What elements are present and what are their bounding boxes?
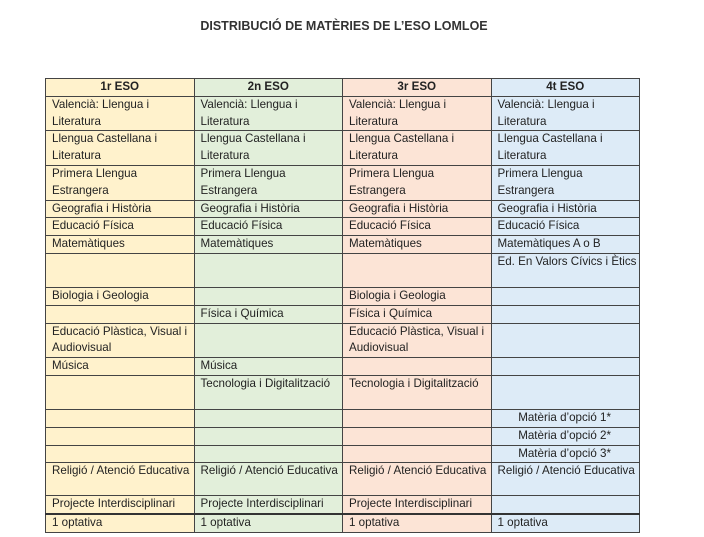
table-cell bbox=[45, 444, 195, 464]
table-cell bbox=[45, 408, 195, 428]
table-row: Matèria d’opció 1* bbox=[45, 408, 640, 428]
table-cell bbox=[342, 444, 492, 464]
table-cell: Educació Física bbox=[193, 217, 343, 237]
table-cell: 1 optativa bbox=[45, 513, 195, 533]
table-row: Primera Llengua Estrangera Primera Llengu… bbox=[45, 164, 640, 201]
table-row: Llengua Castellana i Literatura Llengua C… bbox=[45, 130, 640, 166]
table-cell: Educació Física bbox=[342, 217, 492, 237]
header-2n-eso: 2n ESO bbox=[193, 78, 343, 97]
table-row: Matemàtiques Matemàtiques Matemàtiques Mate… bbox=[45, 235, 640, 254]
table-cell: Física i Química bbox=[342, 304, 492, 324]
table-cell: 1 optativa bbox=[342, 513, 492, 533]
table-cell: Llengua Castellana i Literatura bbox=[193, 130, 343, 166]
table-row: Educació Plàstica, Visual i Audiovisual E… bbox=[45, 322, 640, 359]
table-row: Matèria d’opció 2* bbox=[45, 426, 640, 446]
table-cell: 1 optativa bbox=[193, 513, 343, 533]
table-cell: Biologia i Geologia bbox=[342, 286, 492, 306]
table-cell bbox=[490, 286, 640, 306]
table-cell bbox=[490, 322, 640, 359]
table-cell: Projecte Interdisciplinari bbox=[342, 495, 492, 515]
header-3r-eso: 3r ESO bbox=[342, 78, 492, 97]
table-cell: Religió / Atenció Educativa bbox=[45, 462, 195, 497]
table-row: Religió / Atenció Educativa Religió / Ate… bbox=[45, 462, 640, 497]
table-cell: Matemàtiques bbox=[342, 235, 492, 254]
subjects-table: 1r ESO 2n ESO 3r ESO 4t ESO Valencià: Ll… bbox=[45, 78, 640, 533]
table-cell: Llengua Castellana i Literatura bbox=[342, 130, 492, 166]
table-cell: Valencià: Llengua i Literatura bbox=[490, 95, 640, 132]
table-cell bbox=[490, 374, 640, 410]
table-cell: Religió / Atenció Educativa bbox=[490, 462, 640, 497]
table-cell: Matemàtiques bbox=[193, 235, 343, 254]
table-cell: Primera Llengua Estrangera bbox=[490, 164, 640, 201]
table-cell: Ed. En Valors Cívics i Ètics bbox=[490, 252, 640, 288]
table-cell: Projecte Interdisciplinari bbox=[45, 495, 195, 515]
table-cell: Biologia i Geologia bbox=[45, 286, 195, 306]
table-row: Matèria d’opció 3* bbox=[45, 444, 640, 464]
table-row: Geografia i Història Geografia i Història… bbox=[45, 199, 640, 219]
table-cell bbox=[342, 252, 492, 288]
table-row: Ed. En Valors Cívics i Ètics bbox=[45, 252, 640, 288]
table-cell bbox=[193, 426, 343, 446]
table-cell: Primera Llengua Estrangera bbox=[193, 164, 343, 201]
table-cell bbox=[342, 408, 492, 428]
table-cell bbox=[193, 408, 343, 428]
table-cell: Física i Química bbox=[193, 304, 343, 324]
table-cell: Geografia i Història bbox=[490, 199, 640, 219]
table-cell: Valencià: Llengua i Literatura bbox=[342, 95, 492, 132]
header-1r-eso: 1r ESO bbox=[45, 78, 195, 97]
table-cell: Religió / Atenció Educativa bbox=[342, 462, 492, 497]
table-row: Valencià: Llengua i Literatura Valencià: … bbox=[45, 95, 640, 132]
table-cell: 1 optativa bbox=[490, 513, 640, 533]
table-row: Música Música bbox=[45, 357, 640, 376]
table-cell: Religió / Atenció Educativa bbox=[193, 462, 343, 497]
table-cell bbox=[45, 374, 195, 410]
table-cell bbox=[342, 426, 492, 446]
table-cell: Educació Física bbox=[45, 217, 195, 237]
table-row: Projecte Interdisciplinari Projecte Inter… bbox=[45, 495, 640, 515]
table-cell: Matèria d’opció 3* bbox=[490, 444, 640, 464]
table-row: Educació Física Educació Física Educació F… bbox=[45, 217, 640, 237]
table-cell: Música bbox=[45, 357, 195, 376]
table-cell: Tecnologia i Digitalització bbox=[193, 374, 343, 410]
table-cell bbox=[193, 444, 343, 464]
table-cell: Matèria d’opció 2* bbox=[490, 426, 640, 446]
table-row: Física i Química Física i Química bbox=[45, 304, 640, 324]
table-cell: Matèria d’opció 1* bbox=[490, 408, 640, 428]
table-cell: Geografia i Història bbox=[45, 199, 195, 219]
table-cell: Llengua Castellana i Literatura bbox=[45, 130, 195, 166]
table-cell: Matemàtiques A o B bbox=[490, 235, 640, 254]
table-cell: Valencià: Llengua i Literatura bbox=[193, 95, 343, 132]
table-cell: Música bbox=[193, 357, 343, 376]
table-cell bbox=[193, 286, 343, 306]
table-cell: Tecnologia i Digitalització bbox=[342, 374, 492, 410]
table-row: 1 optativa 1 optativa 1 optativa 1 optativa bbox=[45, 513, 640, 533]
table-cell bbox=[45, 304, 195, 324]
table-cell bbox=[193, 252, 343, 288]
table-cell bbox=[45, 426, 195, 446]
table-cell: Primera Llengua Estrangera bbox=[45, 164, 195, 201]
table-header-row: 1r ESO 2n ESO 3r ESO 4t ESO bbox=[45, 78, 640, 97]
table-cell: Projecte Interdisciplinari bbox=[193, 495, 343, 515]
table-cell: Educació Física bbox=[490, 217, 640, 237]
table-cell bbox=[490, 357, 640, 376]
table-cell bbox=[193, 322, 343, 359]
table-cell: Matemàtiques bbox=[45, 235, 195, 254]
document-title: DISTRIBUCIÓ DE MATÈRIES DE L’ESO LOMLOE bbox=[200, 19, 488, 33]
table-cell bbox=[45, 252, 195, 288]
table-cell: Geografia i Història bbox=[193, 199, 343, 219]
table-row: Tecnologia i Digitalització Tecnologia i … bbox=[45, 374, 640, 410]
header-4t-eso: 4t ESO bbox=[490, 78, 640, 97]
table-cell: Educació Plàstica, Visual i Audiovisual bbox=[45, 322, 195, 359]
table-cell: Geografia i Història bbox=[342, 199, 492, 219]
table-cell: Llengua Castellana i Literatura bbox=[490, 130, 640, 166]
table-row: Biologia i Geologia Biologia i Geologia bbox=[45, 286, 640, 306]
table-cell: Educació Plàstica, Visual i Audiovisual bbox=[342, 322, 492, 359]
table-cell bbox=[490, 304, 640, 324]
table-cell: Valencià: Llengua i Literatura bbox=[45, 95, 195, 132]
table-cell bbox=[342, 357, 492, 376]
table-cell bbox=[490, 495, 640, 515]
table-cell: Primera Llengua Estrangera bbox=[342, 164, 492, 201]
